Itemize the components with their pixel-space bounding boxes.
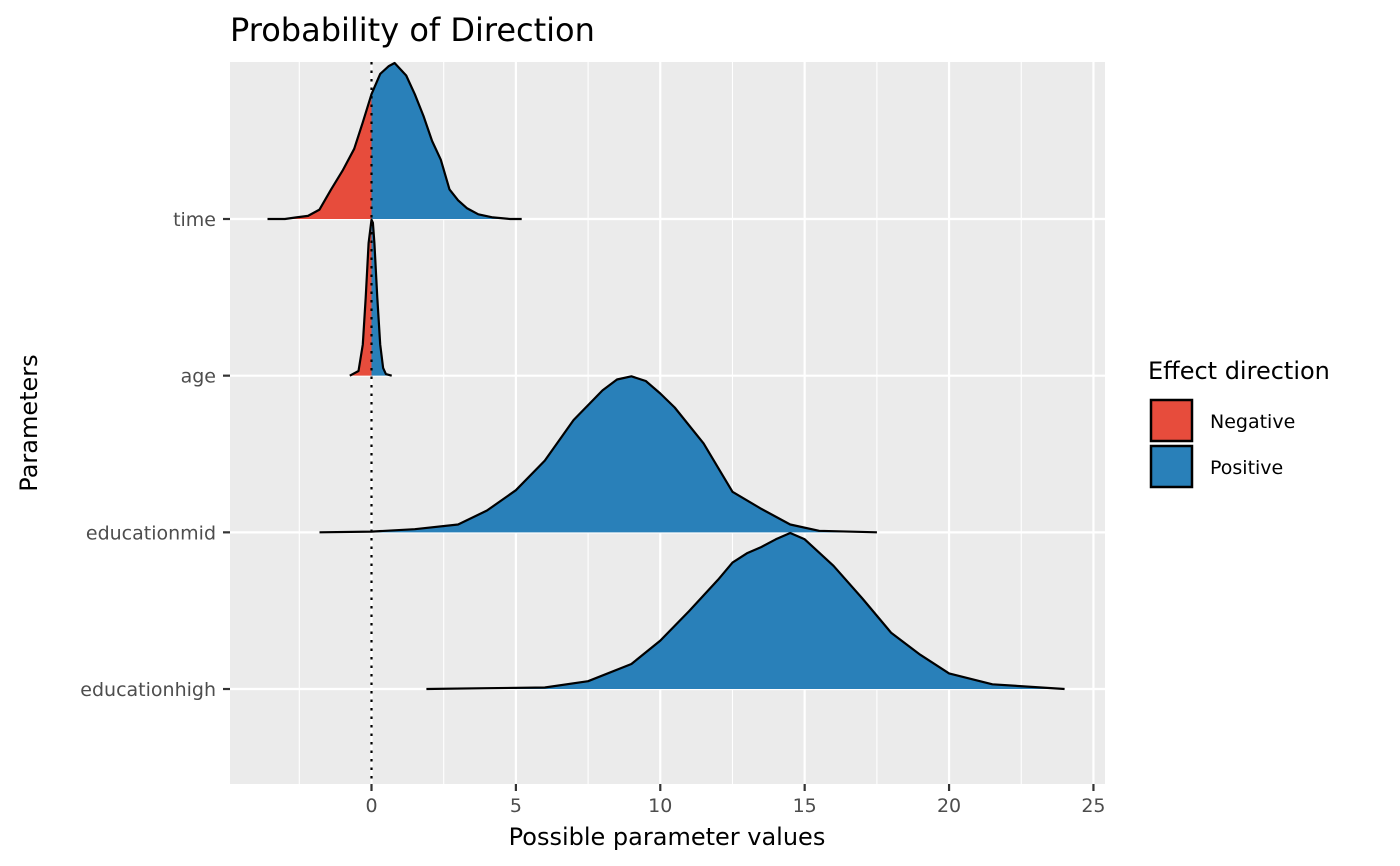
legend: Effect direction Negative Positive (1148, 357, 1330, 489)
x-tick-label: 10 (648, 795, 672, 817)
ridge-fill-positive (371, 376, 877, 533)
ridge-outline (267, 61, 522, 221)
x-tick-label: 20 (937, 795, 961, 817)
legend-title: Effect direction (1148, 357, 1330, 385)
ridge-outline (319, 375, 877, 534)
y-tick-label-age: age (181, 366, 216, 388)
x-tick-label: 25 (1081, 795, 1105, 817)
x-tick-label: 5 (510, 795, 522, 817)
ridge-fill-positive (426, 533, 1065, 690)
ridge-time (267, 61, 522, 221)
x-axis-title: Possible parameter values (509, 823, 826, 851)
legend-swatch-positive (1149, 444, 1194, 489)
ridge-fill-positive (371, 219, 392, 376)
ridge-outline (349, 218, 392, 377)
legend-label-negative: Negative (1210, 411, 1295, 433)
y-tick-label-time: time (173, 209, 216, 231)
ridge-educationhigh (426, 531, 1065, 691)
ridge-fill-negative (267, 94, 372, 219)
legend-swatch-negative (1149, 398, 1194, 443)
y-tick-label-educationhigh: educationhigh (80, 679, 216, 701)
y-axis-ticks: time age educationmid educationhigh (80, 209, 230, 701)
ridge-fill-negative (349, 219, 372, 376)
x-tick-label: 15 (793, 795, 817, 817)
density-ridges (267, 61, 1065, 691)
ridge-fill-positive (371, 63, 522, 219)
chart-title: Probability of Direction (230, 11, 595, 49)
legend-label-positive: Positive (1210, 457, 1283, 479)
y-tick-label-educationmid: educationmid (86, 522, 216, 544)
x-tick-label: 0 (365, 795, 377, 817)
ridge-age (349, 218, 392, 377)
x-axis-ticks: 0 5 10 15 20 25 (365, 784, 1106, 817)
ridge-outline (426, 531, 1065, 691)
y-axis-title: Parameters (15, 354, 43, 491)
ridge-educationmid (319, 375, 877, 534)
